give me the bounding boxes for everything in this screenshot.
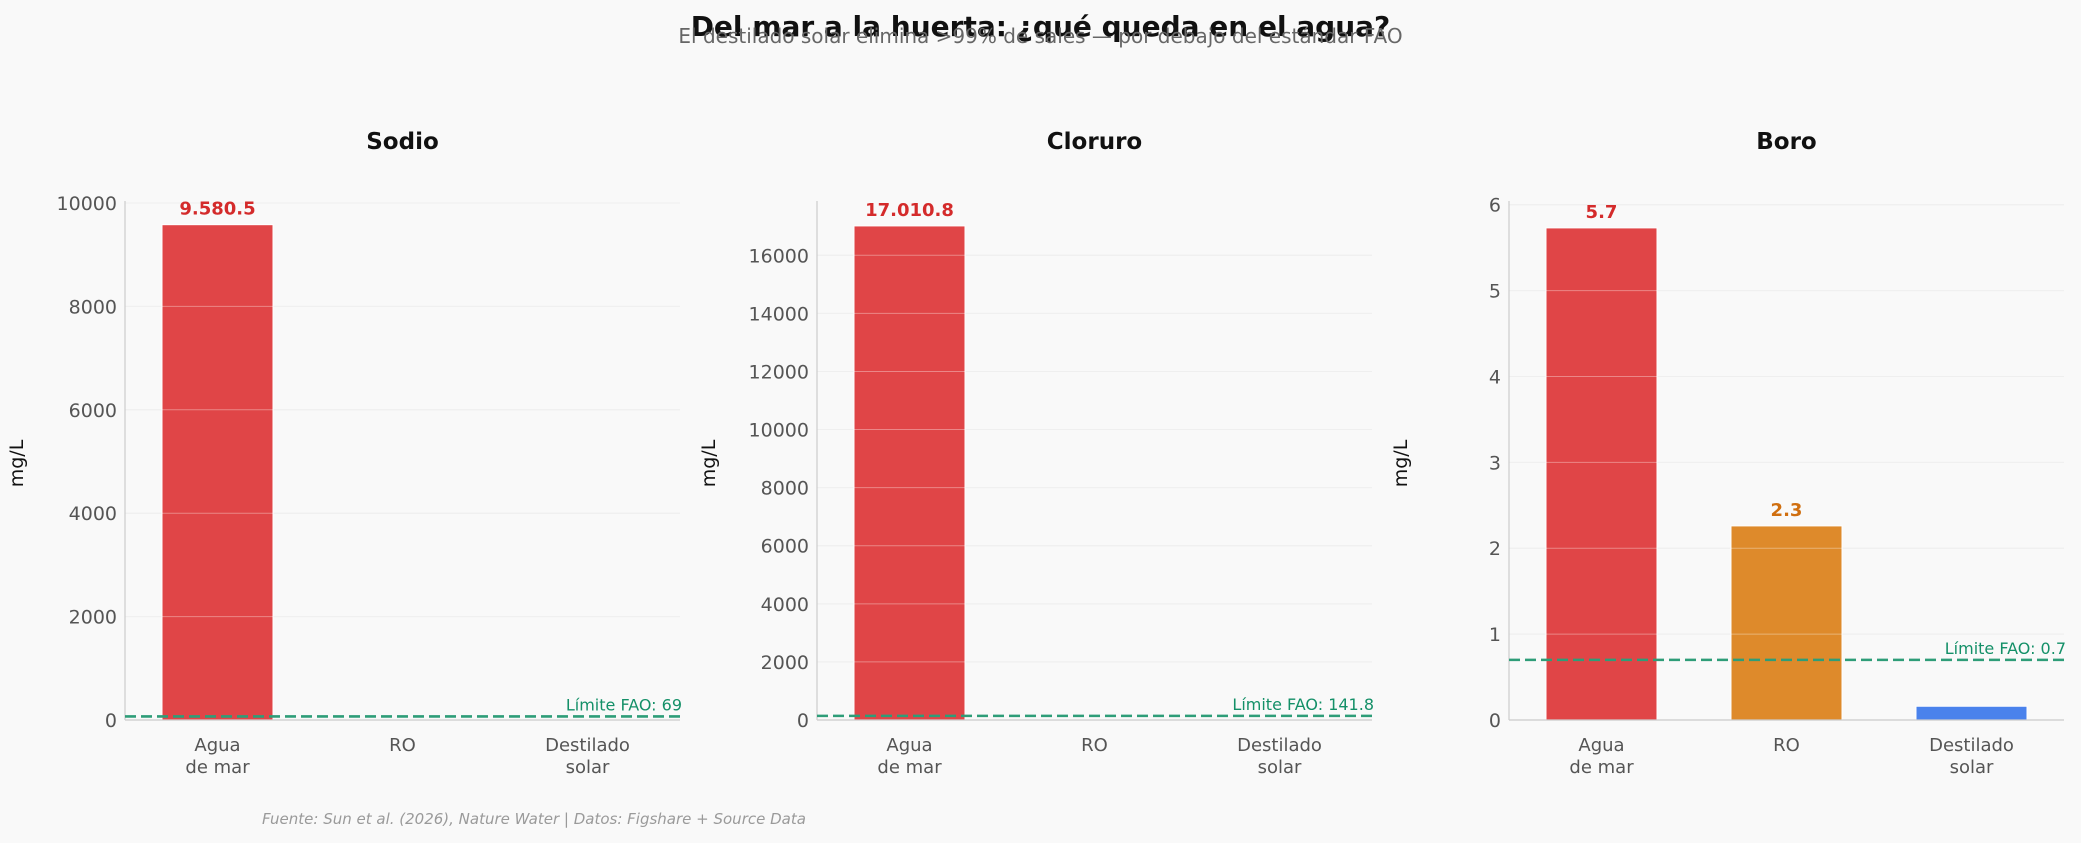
x-tick-label: RO xyxy=(389,735,416,756)
y-tick-label: 10000 xyxy=(57,193,117,215)
panel-title: Cloruro xyxy=(1047,129,1142,155)
x-tick-label: Agua de mar xyxy=(877,735,942,778)
y-tick-label: 5 xyxy=(1489,281,1501,303)
panel-title: Sodio xyxy=(366,129,439,155)
bar-3 xyxy=(1916,706,2027,720)
x-tick-label: RO xyxy=(1081,735,1108,756)
source-note: Fuente: Sun et al. (2026), Nature Water … xyxy=(262,810,806,828)
panel-boro: Límite FAO: 0.7 5.7 2.3 0 1 2 3 4 5 6 Agua de mar RO… xyxy=(1390,129,2066,778)
y-axis-label: mg/L xyxy=(698,439,720,487)
y-tick-label: 6000 xyxy=(761,536,809,558)
bar-2 xyxy=(1731,526,1842,720)
panel-cloruro: Límite FAO: 141.8 17.010.8 0 2000 4000 6000 80… xyxy=(698,129,1374,778)
threshold-label: Límite FAO: 69 xyxy=(566,695,682,714)
threshold-label: Límite FAO: 141.8 xyxy=(1232,695,1374,714)
x-tick-label: Agua de mar xyxy=(1569,735,1634,778)
y-tick-label: 4 xyxy=(1489,366,1501,388)
figure-subtitle: El destilado solar elimina >99% de sales… xyxy=(0,24,2081,48)
y-tick-label: 8000 xyxy=(761,478,809,500)
y-tick-label: 1 xyxy=(1489,624,1501,646)
y-tick-label: 2000 xyxy=(761,652,809,674)
bar-1 xyxy=(162,225,273,720)
bar-1 xyxy=(1546,228,1657,720)
y-tick-label: 3 xyxy=(1489,452,1501,474)
figure: Límite FAO: 699.580.50200040006000800010… xyxy=(0,0,2081,843)
y-tick-label: 16000 xyxy=(749,245,809,267)
value-label: 9.580.5 xyxy=(179,199,255,220)
x-tick-label: Agua de mar xyxy=(185,735,250,778)
y-tick-label: 0 xyxy=(1489,710,1501,732)
y-tick-label: 6000 xyxy=(69,400,117,422)
panel-sodio: Límite FAO: 69 9.580.5 0 2000 4000 6000 8000 10… xyxy=(6,129,682,778)
value-label: 2.3 xyxy=(1771,500,1803,521)
value-label: 5.7 xyxy=(1586,202,1618,223)
x-tick-label: Destilado solar xyxy=(1929,735,2014,778)
y-tick-label: 8000 xyxy=(69,296,117,318)
y-tick-label: 2 xyxy=(1489,538,1501,560)
bar-1 xyxy=(854,226,965,720)
value-label: 17.010.8 xyxy=(865,200,954,221)
y-tick-label: 0 xyxy=(797,710,809,732)
y-axis-label: mg/L xyxy=(1390,439,1412,487)
y-tick-label: 6 xyxy=(1489,195,1501,217)
y-tick-label: 2000 xyxy=(69,607,117,629)
threshold-label: Límite FAO: 0.7 xyxy=(1945,639,2066,658)
x-tick-label: RO xyxy=(1773,735,1800,756)
y-tick-label: 4000 xyxy=(69,503,117,525)
y-tick-label: 12000 xyxy=(749,361,809,383)
x-tick-label: Destilado solar xyxy=(1237,735,1322,778)
x-tick-label: Destilado solar xyxy=(545,735,630,778)
y-tick-label: 0 xyxy=(105,710,117,732)
panel-title: Boro xyxy=(1756,129,1816,155)
y-tick-label: 14000 xyxy=(749,303,809,325)
y-axis-label: mg/L xyxy=(6,439,28,487)
y-tick-label: 4000 xyxy=(761,594,809,616)
y-tick-label: 10000 xyxy=(749,420,809,442)
